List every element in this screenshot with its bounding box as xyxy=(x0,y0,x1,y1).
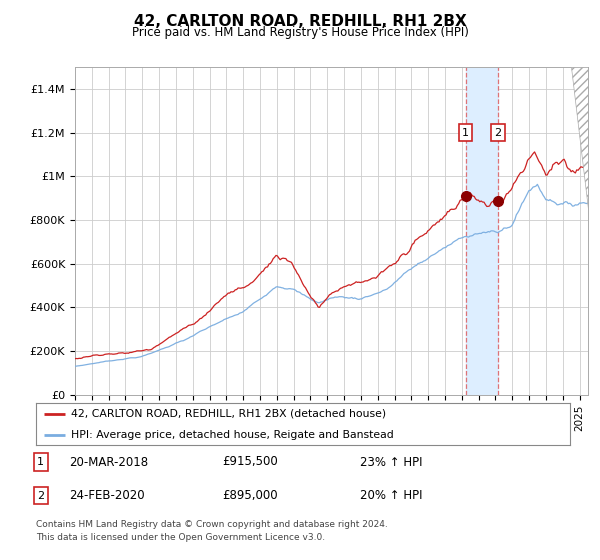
Text: HPI: Average price, detached house, Reigate and Banstead: HPI: Average price, detached house, Reig… xyxy=(71,430,394,440)
Text: 1: 1 xyxy=(462,128,469,138)
Text: 23% ↑ HPI: 23% ↑ HPI xyxy=(360,455,422,469)
Text: 20% ↑ HPI: 20% ↑ HPI xyxy=(360,489,422,502)
Text: 2: 2 xyxy=(494,128,502,138)
Text: Contains HM Land Registry data © Crown copyright and database right 2024.: Contains HM Land Registry data © Crown c… xyxy=(36,520,388,529)
Text: 20-MAR-2018: 20-MAR-2018 xyxy=(69,455,148,469)
Bar xyxy=(466,67,498,395)
Text: 2: 2 xyxy=(37,491,44,501)
Text: 24-FEB-2020: 24-FEB-2020 xyxy=(69,489,145,502)
Text: £915,500: £915,500 xyxy=(222,455,278,469)
Text: 42, CARLTON ROAD, REDHILL, RH1 2BX: 42, CARLTON ROAD, REDHILL, RH1 2BX xyxy=(134,14,466,29)
Text: 1: 1 xyxy=(37,457,44,467)
Text: Price paid vs. HM Land Registry's House Price Index (HPI): Price paid vs. HM Land Registry's House … xyxy=(131,26,469,39)
Text: £895,000: £895,000 xyxy=(222,489,278,502)
Text: This data is licensed under the Open Government Licence v3.0.: This data is licensed under the Open Gov… xyxy=(36,533,325,542)
Text: 42, CARLTON ROAD, REDHILL, RH1 2BX (detached house): 42, CARLTON ROAD, REDHILL, RH1 2BX (deta… xyxy=(71,409,386,419)
Polygon shape xyxy=(571,67,588,209)
